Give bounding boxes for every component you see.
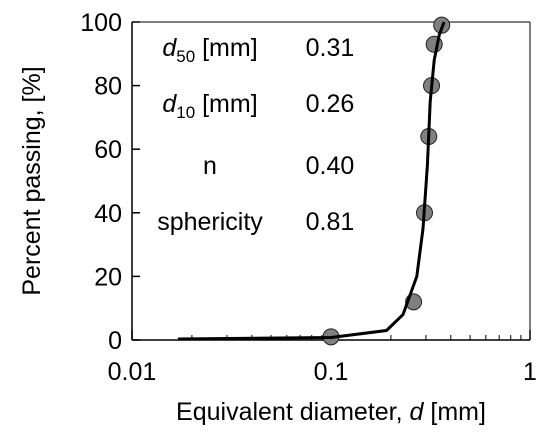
annotation-subscript: 10 xyxy=(176,103,195,122)
y-tick-label: 40 xyxy=(94,200,122,228)
x-axis-title-suffix: [mm] xyxy=(423,398,486,426)
annotation-unit: [mm] xyxy=(195,34,258,62)
data-layer xyxy=(177,16,451,346)
x-axis-title-prefix: Equivalent diameter, xyxy=(176,398,409,426)
y-tick-label: 80 xyxy=(94,73,122,101)
annotation-value: 0.81 xyxy=(306,208,355,236)
y-tick-label: 60 xyxy=(94,136,122,164)
annotation-subscript: 50 xyxy=(176,47,195,66)
annotation-label: sphericity xyxy=(157,208,263,236)
y-tick-label: 0 xyxy=(108,327,122,355)
annotation-variable: d xyxy=(162,34,177,62)
annotation-name: sphericity xyxy=(157,208,263,236)
y-axis-title: Percent passing, [%] xyxy=(18,66,46,295)
annotation-value: 0.40 xyxy=(306,152,355,180)
annotation-label: d50 [mm] xyxy=(162,34,257,66)
fit-curve xyxy=(177,21,446,341)
annotation-value: 0.26 xyxy=(306,90,355,118)
x-axis-title-variable: d xyxy=(410,398,425,426)
annotation-unit: [mm] xyxy=(195,90,258,118)
annotation-name: n xyxy=(203,152,217,180)
y-ticks: 0 20 40 60 80 100 xyxy=(80,9,140,355)
annotation-value: 0.31 xyxy=(306,34,355,62)
x-ticks: 0.01 0.1 1 xyxy=(108,330,537,386)
annotation-label: n xyxy=(203,152,217,180)
y-tick-label: 100 xyxy=(80,9,122,37)
annotation-label: d10 [mm] xyxy=(162,90,257,122)
y-tick-label: 20 xyxy=(94,263,122,291)
plot-area xyxy=(131,21,531,341)
annotation-variable: d xyxy=(162,90,177,118)
x-tick-label: 0.1 xyxy=(314,358,349,386)
x-axis-title: Equivalent diameter, d [mm] xyxy=(176,398,486,426)
x-tick-label: 1 xyxy=(523,358,537,386)
x-tick-label: 0.01 xyxy=(108,358,157,386)
